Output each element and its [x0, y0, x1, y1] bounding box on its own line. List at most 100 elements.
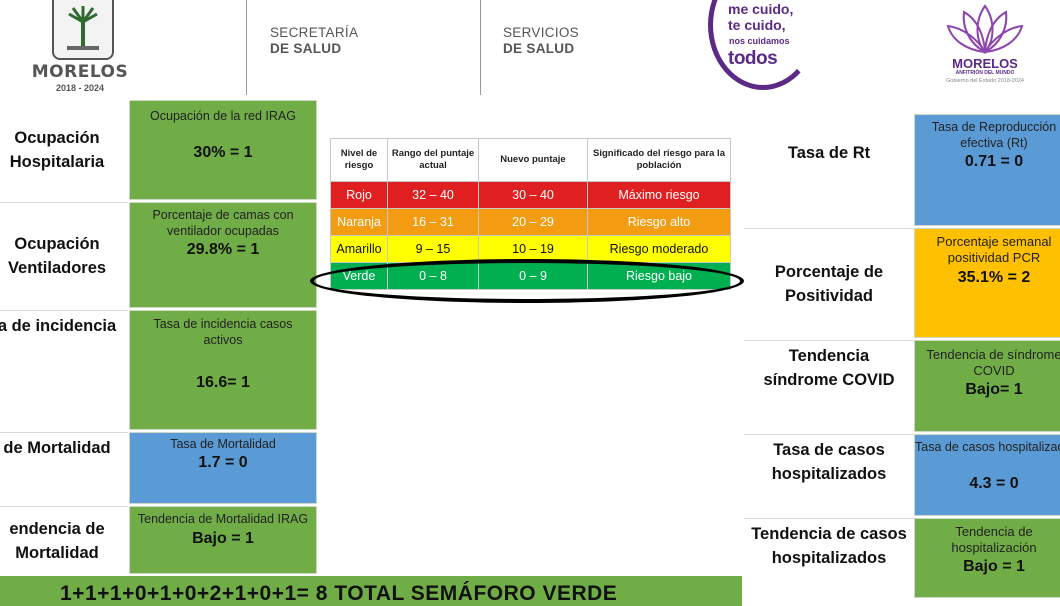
- indicator-label-positivity: Porcentaje de Positividad: [744, 228, 914, 339]
- indicator-card-mortality: Tasa de Mortalidad 1.7 = 0: [129, 432, 317, 504]
- state-seal-logo: [52, 0, 114, 60]
- indicator-card-incidence: Tasa de incidencia casos activos 16.6= 1: [129, 310, 317, 430]
- header-current-range: Rango del puntaje actual: [387, 138, 479, 182]
- agency-secretaria-line1: SECRETARÍA: [270, 25, 359, 40]
- slogan-line3: nos cuidamos: [729, 36, 790, 46]
- label-line: Hospitalaria: [9, 153, 105, 171]
- indicator-value: Bajo= 1: [965, 381, 1023, 398]
- indicator-value: 16.6= 1: [196, 374, 250, 391]
- indicator-title: Ocupación de la red IRAG: [150, 109, 296, 123]
- indicator-label-ventilators: Ocupación Ventiladores: [0, 202, 128, 309]
- label-line: endencia de: [9, 520, 105, 538]
- indicator-card-hospitalized-rate: Tasa de casos hospitalizados 4.3 = 0: [914, 434, 1060, 516]
- indicator-card-positivity: Porcentaje semanal positividad PCR 35.1%…: [914, 228, 1060, 338]
- indicator-title: Tendencia de hospitalización: [951, 524, 1037, 555]
- header-divider: [480, 0, 481, 95]
- risk-meaning: Máximo riesgo: [587, 181, 731, 209]
- morelos-logo-title: MORELOS: [31, 62, 129, 82]
- label-line: hospitalizados: [771, 549, 887, 567]
- agency-secretaria-line2: DE SALUD: [270, 41, 342, 56]
- risk-new-score: 30 – 40: [478, 181, 588, 209]
- indicator-title: Tasa de Reproducción efectiva (Rt): [931, 120, 1057, 150]
- slogan-text: me cuido, te cuido,: [728, 1, 793, 33]
- label-line: a de incidencia: [0, 317, 117, 335]
- label-line: Tendencia: [788, 347, 870, 365]
- indicator-card-covid-trend: Tendencia de síndrome COVID Bajo= 1: [914, 340, 1060, 432]
- lotus-flower-icon: [946, 4, 1024, 54]
- label-line: Porcentaje de: [774, 263, 884, 281]
- indicator-value: Bajo = 1: [192, 530, 254, 547]
- label-line: de Mortalidad: [3, 439, 111, 457]
- label-line: Ocupación: [14, 129, 100, 147]
- indicator-value: 0.71 = 0: [964, 153, 1024, 170]
- label-line: Tasa de casos: [773, 441, 885, 459]
- header-divider: [246, 0, 247, 95]
- indicator-label-mortality: de Mortalidad: [0, 432, 128, 505]
- label-line: Mortalidad: [15, 544, 99, 562]
- morelos-host-subtitle: ANFITRIÓN DEL MUNDO: [955, 70, 1015, 76]
- indicator-card-rt: Tasa de Reproducción efectiva (Rt) 0.71 …: [914, 114, 1060, 226]
- slogan-line4: todos: [728, 48, 778, 69]
- agency-servicios-line1: SERVICIOS: [503, 25, 579, 40]
- indicator-label-incidence: a de incidencia: [0, 310, 128, 431]
- header-new-score: Nuevo puntaje: [478, 138, 588, 182]
- indicator-value: 4.3 = 0: [969, 475, 1019, 492]
- indicator-value: 29.8% = 1: [186, 241, 260, 258]
- total-semaforo-text: 1+1+1+0+1+0+2+1+0+1= 8 TOTAL SEMÁFORO VE…: [60, 582, 618, 605]
- indicator-label-hospitalized-trend: Tendencia de casos hospitalizados: [744, 518, 914, 599]
- agency-servicios-line2: DE SALUD: [503, 41, 575, 56]
- indicator-label-hospital-occupancy: Ocupación Hospitalaria: [0, 100, 128, 200]
- indicator-title: Tasa de Mortalidad: [170, 437, 276, 451]
- risk-level: Naranja: [330, 208, 388, 236]
- indicator-title: Tendencia de Mortalidad IRAG: [137, 512, 309, 526]
- label-line: Tendencia de casos: [751, 525, 907, 543]
- indicator-card-hospital-occupancy: Ocupación de la red IRAG 30% = 1: [129, 100, 317, 200]
- label-line: síndrome COVID: [763, 371, 895, 389]
- header-meaning: Significado del riesgo para la población: [587, 138, 731, 182]
- indicator-card-hospitalized-trend: Tendencia de hospitalización Bajo = 1: [914, 518, 1060, 598]
- slogan-line2: te cuido,: [728, 17, 786, 33]
- risk-row-red: Rojo 32 – 40 30 – 40 Máximo riesgo: [330, 181, 731, 209]
- label-line: Ocupación: [14, 235, 100, 253]
- risk-row-orange: Naranja 16 – 31 20 – 29 Riesgo alto: [330, 208, 731, 236]
- label-line: Tasa de Rt: [787, 144, 871, 162]
- label-line: Ventiladores: [7, 259, 107, 277]
- slogan-logo: me cuido, te cuido, nos cuidamos todos: [708, 0, 818, 92]
- risk-new-score: 20 – 29: [478, 208, 588, 236]
- morelos-host-logo: MORELOS ANFITRIÓN DEL MUNDO Gobierno del…: [940, 0, 1030, 95]
- indicator-value: 1.7 = 0: [198, 454, 248, 471]
- risk-meaning: Riesgo moderado: [587, 235, 731, 263]
- risk-level: Amarillo: [330, 235, 388, 263]
- indicator-card-mortality-trend: Tendencia de Mortalidad IRAG Bajo = 1: [129, 506, 317, 574]
- risk-level: Rojo: [330, 181, 388, 209]
- indicator-label-covid-trend: Tendencia síndrome COVID: [744, 340, 914, 433]
- indicator-title: Tasa de casos hospitalizados: [915, 440, 1060, 454]
- green-row-highlight-ellipse: [310, 259, 744, 303]
- slogan-line1: me cuido,: [728, 1, 794, 17]
- slogan-ring-icon: [708, 0, 818, 90]
- risk-table-header: Nivel de riesgo Rango del puntaje actual…: [330, 138, 731, 182]
- risk-meaning: Riesgo alto: [587, 208, 731, 236]
- indicator-value: 30% = 1: [193, 144, 253, 161]
- label-line: Positividad: [784, 287, 874, 305]
- label-line: hospitalizados: [771, 465, 887, 483]
- header-level: Nivel de riesgo: [330, 138, 388, 182]
- indicator-title: Porcentaje semanal positividad PCR: [936, 234, 1052, 265]
- indicator-title: Tasa de incidencia casos activos: [153, 317, 293, 347]
- agency-secretaria: SECRETARÍA DE SALUD: [270, 25, 358, 57]
- agency-servicios: SERVICIOS DE SALUD: [503, 25, 579, 57]
- indicator-label-rt: Tasa de Rt: [744, 114, 914, 226]
- risk-range: 32 – 40: [387, 181, 479, 209]
- risk-range: 16 – 31: [387, 208, 479, 236]
- indicator-title: Tendencia de síndrome COVID: [926, 347, 1060, 378]
- indicator-value: 35.1% = 2: [957, 269, 1031, 286]
- morelos-logo-years: 2018 - 2024: [55, 83, 105, 93]
- palm-tree-icon: [67, 6, 99, 50]
- indicator-value: Bajo = 1: [963, 558, 1025, 575]
- indicator-card-ventilators: Porcentaje de camas con ventilador ocupa…: [129, 202, 317, 308]
- morelos-host-title: MORELOS: [952, 56, 1018, 71]
- indicator-title: Porcentaje de camas con ventilador ocupa…: [152, 208, 294, 238]
- indicator-label-mortality-trend: endencia de Mortalidad: [0, 506, 128, 575]
- morelos-host-government: Gobierno del Estado 2018-2024: [946, 78, 1024, 84]
- risk-range: 9 – 15: [387, 235, 479, 263]
